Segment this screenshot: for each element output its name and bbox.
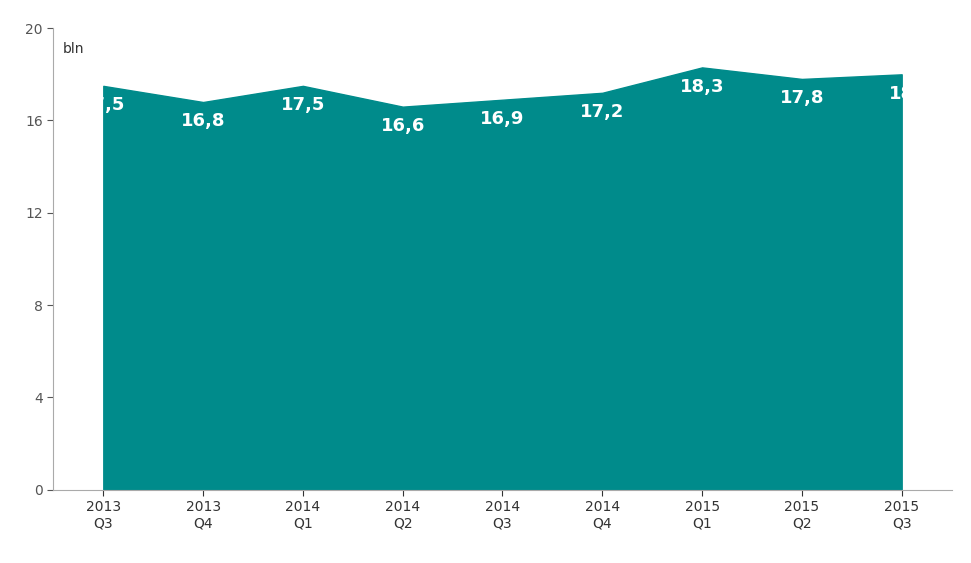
Text: 17,8: 17,8 [780,90,824,108]
Text: 17,5: 17,5 [82,96,125,114]
Text: 16,6: 16,6 [381,117,425,135]
Text: bln: bln [62,42,84,56]
Text: 16,8: 16,8 [181,113,225,131]
Text: 17,2: 17,2 [580,103,624,121]
Text: 17,5: 17,5 [281,96,325,114]
Text: 16,9: 16,9 [481,110,524,128]
Text: 18: 18 [889,84,915,102]
Text: 18,3: 18,3 [680,78,724,96]
